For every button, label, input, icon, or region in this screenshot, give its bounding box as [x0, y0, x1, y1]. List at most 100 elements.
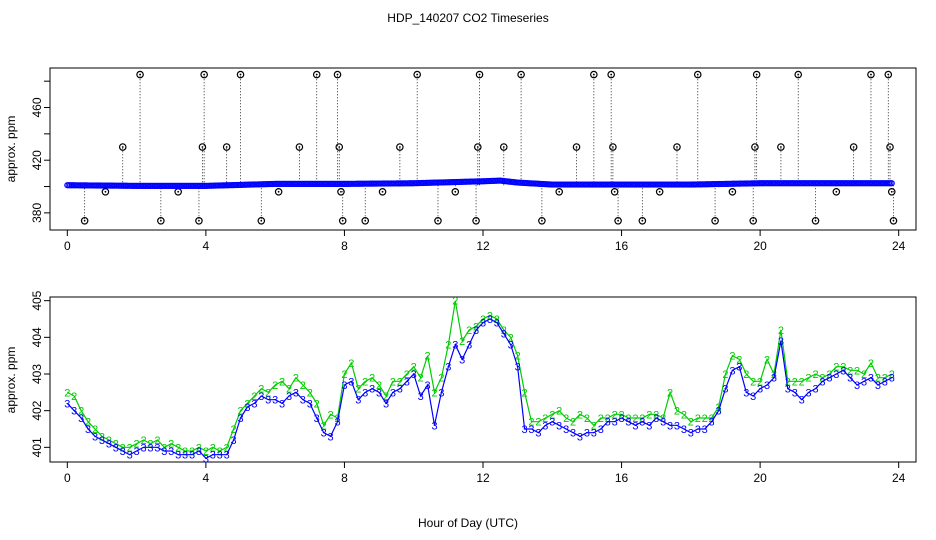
series-marker: 2 — [120, 442, 126, 454]
series-marker: 3 — [210, 450, 216, 462]
x-tick-label: 20 — [753, 471, 767, 485]
series-marker: 2 — [341, 369, 347, 381]
series-marker: 3 — [64, 398, 70, 410]
series-marker: 2 — [854, 365, 860, 377]
series-marker: 3 — [653, 413, 659, 425]
outlier-point-center — [797, 73, 800, 76]
series-marker: 2 — [875, 373, 881, 385]
series-marker: 3 — [667, 420, 673, 432]
series-marker: 3 — [854, 380, 860, 392]
series-marker: 3 — [348, 376, 354, 388]
series-marker: 3 — [203, 453, 209, 465]
outlier-point — [335, 143, 344, 151]
series-marker: 3 — [418, 391, 424, 403]
series-marker: 3 — [404, 376, 410, 388]
series-marker: 2 — [570, 417, 576, 429]
series-marker: 2 — [729, 351, 735, 363]
series-marker: 2 — [577, 409, 583, 421]
series-marker: 3 — [127, 450, 133, 462]
outlier-point — [517, 70, 525, 79]
series-marker: 3 — [369, 384, 375, 396]
series-marker: 2 — [231, 424, 237, 436]
outlier-point — [794, 70, 803, 79]
series-line — [66, 318, 893, 460]
outlier-point — [887, 188, 896, 196]
outlier-point-center — [610, 73, 613, 76]
series-marker: 2 — [778, 325, 784, 337]
series-marker: 3 — [729, 365, 735, 377]
outlier-point-center — [398, 146, 401, 148]
series-marker: 3 — [688, 428, 694, 440]
outlier-point-center — [617, 219, 619, 222]
series-marker: 2 — [812, 369, 818, 381]
series-marker: 2 — [196, 442, 202, 454]
series-marker: 3 — [577, 431, 583, 443]
x-tick-label: 24 — [892, 471, 906, 485]
series-marker: 2 — [508, 332, 514, 344]
series-marker: 2 — [660, 413, 666, 425]
outlier-point — [378, 188, 387, 196]
outlier-point — [886, 143, 894, 151]
series-marker: 2 — [501, 325, 507, 337]
outlier-point — [474, 143, 482, 151]
series-marker: 3 — [584, 428, 590, 440]
outlier-point-center — [260, 219, 263, 222]
series-marker: 3 — [833, 369, 839, 381]
outlier-point — [236, 70, 245, 79]
outlier-point — [118, 143, 127, 151]
series-marker: 3 — [154, 442, 160, 454]
outlier-point-center — [752, 219, 755, 222]
outlier-point-center — [177, 190, 180, 193]
series-marker: 3 — [868, 373, 874, 385]
top-plot-frame — [49, 67, 917, 231]
series-marker: 3 — [134, 446, 140, 458]
series-marker: 3 — [764, 380, 770, 392]
series-marker: 3 — [92, 431, 98, 443]
bottom-axes: 0 4 8 12 16 20 24 401 402 403 404 405 — [30, 290, 906, 485]
series-marker: 3 — [736, 362, 742, 374]
series-marker: 3 — [542, 420, 548, 432]
outlier-point — [614, 216, 622, 225]
series-marker: 3 — [639, 417, 645, 429]
series-marker: 2 — [889, 369, 895, 381]
series-marker: 3 — [307, 398, 313, 410]
top-panel: approx. ppm 0 4 8 12 16 20 24 380 420 460 — [4, 67, 917, 253]
series-marker: 2 — [542, 413, 548, 425]
bottom-panel: approx. ppm 0 4 8 12 16 20 24 401 402 403 404 405 2… — [4, 290, 917, 485]
series-marker: 2 — [321, 420, 327, 432]
outlier-point — [711, 216, 719, 225]
outlier-point-center — [298, 146, 301, 148]
series-marker: 3 — [861, 376, 867, 388]
series-marker: 2 — [681, 409, 687, 421]
series-marker: 3 — [293, 387, 299, 399]
series-marker: 3 — [625, 417, 631, 429]
x-tick-label: 24 — [892, 239, 906, 253]
series-marker: 3 — [376, 387, 382, 399]
series-marker: 2 — [425, 351, 431, 363]
series-marker: 3 — [161, 446, 167, 458]
series-marker: 2 — [612, 409, 618, 421]
series-marker: 3 — [99, 435, 105, 447]
outlier-point-center — [558, 190, 561, 193]
series-marker: 2 — [147, 439, 153, 451]
series-marker: 3 — [632, 420, 638, 432]
outlier-point-center — [696, 73, 699, 76]
series-marker: 3 — [425, 380, 431, 392]
series-marker: 3 — [840, 365, 846, 377]
series-marker: 2 — [709, 413, 715, 425]
outlier-point — [195, 216, 203, 225]
x-tick-label: 12 — [476, 471, 490, 485]
series-marker: 3 — [286, 391, 292, 403]
series-marker: 3 — [522, 424, 528, 436]
series-marker: 3 — [847, 373, 853, 385]
series-marker: 3 — [71, 406, 77, 418]
series-marker: 2 — [355, 384, 361, 396]
series-marker: 3 — [147, 442, 153, 454]
series-marker: 2 — [244, 398, 250, 410]
outlier-point — [693, 70, 702, 79]
series-marker: 3 — [591, 428, 597, 440]
series-marker: 3 — [279, 398, 285, 410]
series-marker: 3 — [563, 424, 569, 436]
series-marker: 2 — [438, 373, 444, 385]
outlier-point — [136, 70, 144, 79]
